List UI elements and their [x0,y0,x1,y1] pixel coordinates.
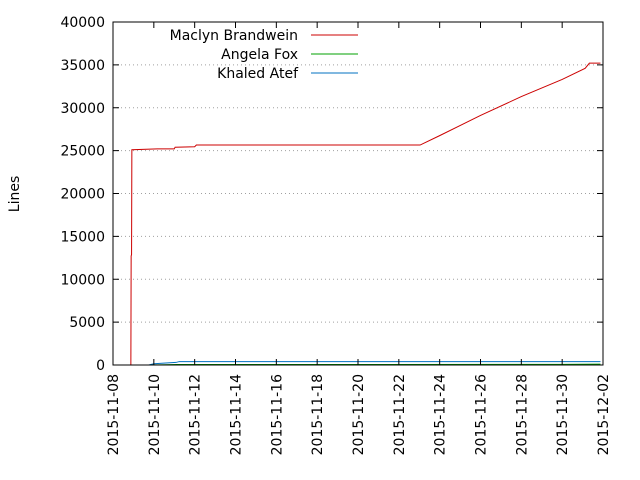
x-tick-label: 2015-11-10 [147,374,163,455]
series-line-khaled-atef [148,361,601,366]
legend-label: Khaled Atef [217,66,299,82]
x-tick-label: 2015-11-14 [229,374,245,455]
grid-lines [113,64,603,323]
series-lines [130,62,601,366]
y-tick-label: 0 [96,358,105,374]
x-tick-label: 2015-11-30 [555,374,571,455]
y-tick-label: 5000 [69,315,105,331]
x-tick-label: 2015-11-24 [433,374,449,455]
y-tick-label: 10000 [60,272,105,288]
series-line-maclyn-brandwein [130,62,601,366]
x-tick-label: 2015-11-26 [474,374,490,455]
x-tick-label: 2015-11-12 [188,374,204,455]
y-tick-label: 35000 [60,58,105,74]
x-tick-label: 2015-11-28 [514,374,530,455]
x-tick-label: 2015-11-08 [106,374,122,455]
y-axis-title: Lines [7,176,23,212]
x-tick-label: 2015-12-02 [596,374,612,455]
axis-ticks [112,21,604,366]
legend: Maclyn Brandwein Angela Fox Khaled Atef [170,28,358,82]
y-tick-label: 25000 [60,144,105,160]
legend-label: Angela Fox [221,47,298,63]
y-tick-label: 20000 [60,187,105,203]
y-tick-label: 40000 [60,15,105,31]
x-tick-label: 2015-11-16 [269,374,285,455]
legend-label: Maclyn Brandwein [170,28,298,44]
tick-labels: 0 5000 10000 15000 20000 25000 30000 35000 40000… [60,15,612,455]
x-tick-label: 2015-11-20 [351,374,367,455]
x-tick-label: 2015-11-18 [310,374,326,455]
y-tick-label: 15000 [60,229,105,245]
y-tick-label: 30000 [60,101,105,117]
x-tick-label: 2015-11-22 [392,374,408,455]
